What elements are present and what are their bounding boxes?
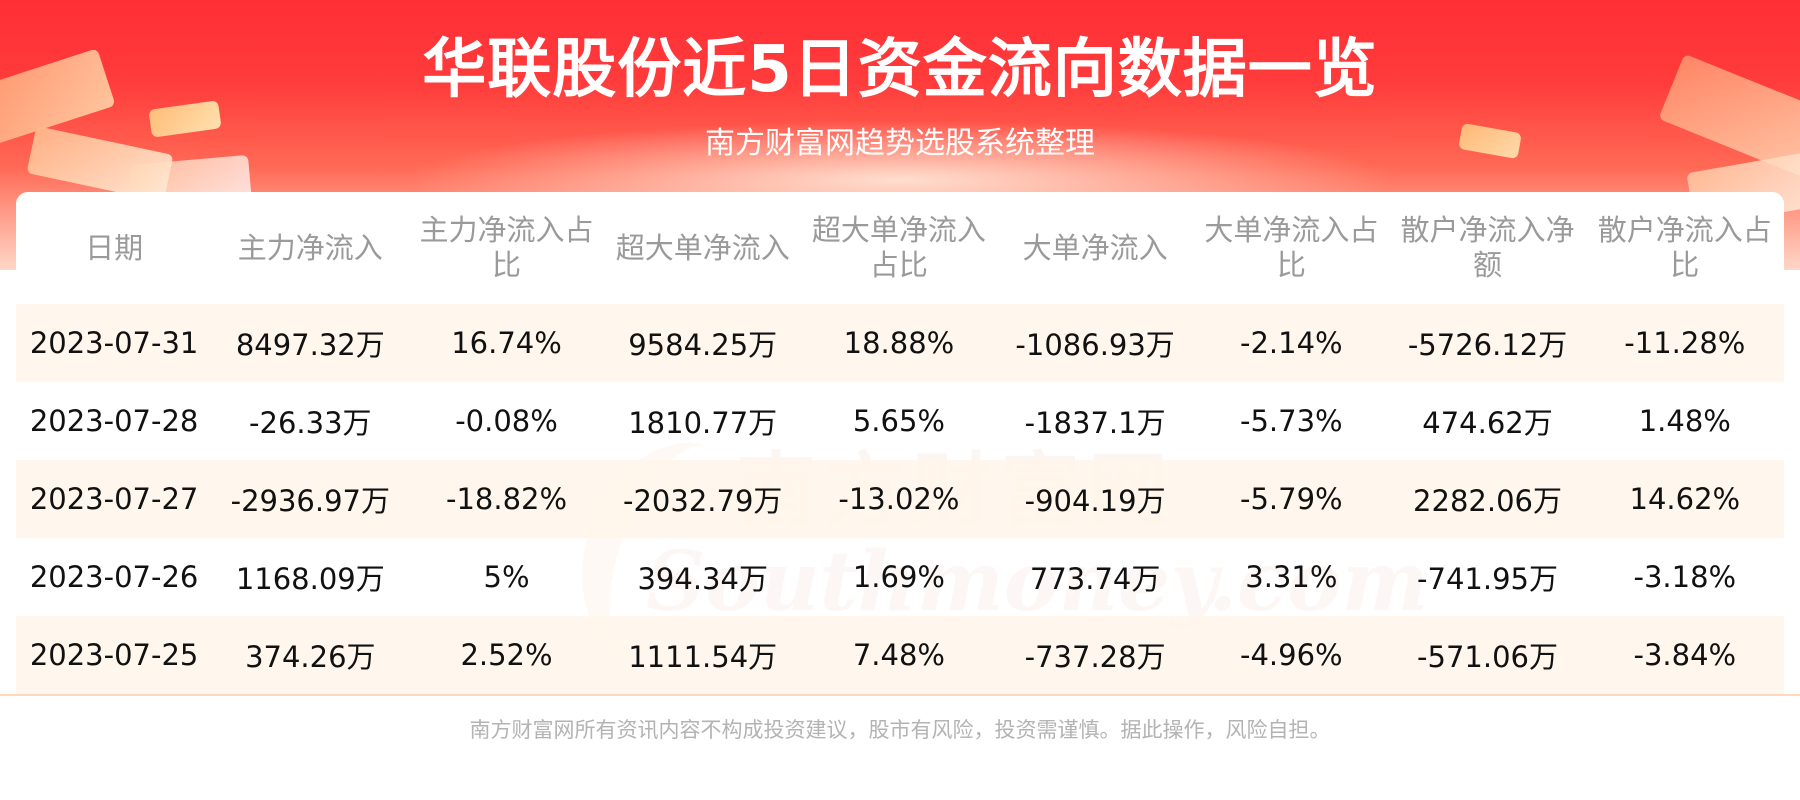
page-title: 华联股份近5日资金流向数据一览 [422, 33, 1378, 107]
table-row: 2023-07-28 -26.33万 -0.08% 1810.77万 5.65%… [16, 382, 1784, 460]
risk-disclaimer: 南方财富网所有资讯内容不构成投资建议，股市有风险，投资需谨慎。据此操作，风险自担… [469, 718, 1331, 742]
cell-main-net-inflow: 8497.32万 [212, 304, 409, 382]
footer-divider [0, 694, 1800, 696]
cell-super-large-net-inflow: 1810.77万 [604, 382, 801, 460]
cell-super-large-net-inflow-ratio: 18.88% [800, 304, 998, 382]
cell-retail-net-inflow-ratio: -3.18% [1585, 538, 1784, 616]
cell-main-net-inflow-ratio: -0.08% [408, 382, 605, 460]
cell-main-net-inflow: 374.26万 [212, 616, 409, 694]
cell-retail-net-inflow: -5726.12万 [1389, 304, 1586, 382]
cell-super-large-net-inflow-ratio: 1.69% [800, 538, 998, 616]
cell-super-large-net-inflow: 9584.25万 [604, 304, 801, 382]
col-header-main-net-inflow-ratio: 主力净流入占比 [419, 213, 594, 282]
cell-retail-net-inflow: -571.06万 [1389, 616, 1586, 694]
cell-large-net-inflow: -904.19万 [997, 460, 1194, 538]
cell-retail-net-inflow: -741.95万 [1389, 538, 1586, 616]
col-header-retail-net-inflow: 散户净流入净额 [1400, 213, 1575, 282]
cell-main-net-inflow: -2936.97万 [212, 460, 409, 538]
cell-main-net-inflow-ratio: 16.74% [408, 304, 605, 382]
cell-large-net-inflow-ratio: -5.73% [1193, 382, 1390, 460]
col-header-super-large-net-inflow: 超大单净流入 [615, 230, 790, 265]
col-header-large-net-inflow: 大单净流入 [1022, 230, 1168, 265]
cell-large-net-inflow-ratio: -4.96% [1193, 616, 1390, 694]
cell-retail-net-inflow: 2282.06万 [1389, 460, 1586, 538]
cell-super-large-net-inflow: 394.34万 [604, 538, 801, 616]
table-header-row: 日期 主力净流入 主力净流入占比 超大单净流入 超大单净流入占比 大单净流入 大… [16, 192, 1784, 304]
col-header-main-net-inflow: 主力净流入 [237, 230, 383, 265]
cell-large-net-inflow-ratio: -5.79% [1193, 460, 1390, 538]
table-row: 2023-07-27 -2936.97万 -18.82% -2032.79万 -… [16, 460, 1784, 538]
col-header-super-large-net-inflow-ratio: 超大单净流入占比 [811, 213, 986, 282]
col-header-date: 日期 [85, 230, 144, 265]
page-subtitle: 南方财富网趋势选股系统整理 [705, 126, 1095, 161]
cell-retail-net-inflow-ratio: -3.84% [1585, 616, 1784, 694]
table-row: 2023-07-26 1168.09万 5% 394.34万 1.69% 773… [16, 538, 1784, 616]
cell-date: 2023-07-27 [16, 460, 213, 538]
cell-large-net-inflow: -1837.1万 [997, 382, 1194, 460]
cell-main-net-inflow: 1168.09万 [212, 538, 409, 616]
cell-super-large-net-inflow-ratio: 5.65% [800, 382, 998, 460]
col-header-large-net-inflow-ratio: 大单净流入占比 [1204, 213, 1379, 282]
cell-large-net-inflow-ratio: -2.14% [1193, 304, 1390, 382]
cell-date: 2023-07-25 [16, 616, 213, 694]
cell-date: 2023-07-26 [16, 538, 213, 616]
cell-retail-net-inflow-ratio: -11.28% [1585, 304, 1784, 382]
table-panel: 南方财富网 Southmoney.com 日期 主力净流入 主力净流入占比 超大… [16, 192, 1784, 695]
cell-date: 2023-07-31 [16, 304, 213, 382]
cell-retail-net-inflow-ratio: 1.48% [1585, 382, 1784, 460]
cell-large-net-inflow-ratio: 3.31% [1193, 538, 1390, 616]
cell-main-net-inflow: -26.33万 [212, 382, 409, 460]
cell-main-net-inflow-ratio: 5% [408, 538, 605, 616]
cell-large-net-inflow: -737.28万 [997, 616, 1194, 694]
table-row: 2023-07-25 374.26万 2.52% 1111.54万 7.48% … [16, 616, 1784, 694]
cell-main-net-inflow-ratio: 2.52% [408, 616, 605, 694]
cell-date: 2023-07-28 [16, 382, 213, 460]
cell-main-net-inflow-ratio: -18.82% [408, 460, 605, 538]
fund-flow-table: 日期 主力净流入 主力净流入占比 超大单净流入 超大单净流入占比 大单净流入 大… [16, 192, 1784, 694]
cell-large-net-inflow: 773.74万 [997, 538, 1194, 616]
cell-large-net-inflow: -1086.93万 [997, 304, 1194, 382]
cell-retail-net-inflow-ratio: 14.62% [1585, 460, 1784, 538]
table-row: 2023-07-31 8497.32万 16.74% 9584.25万 18.8… [16, 304, 1784, 382]
cell-retail-net-inflow: 474.62万 [1389, 382, 1586, 460]
cell-super-large-net-inflow-ratio: -13.02% [800, 460, 998, 538]
cell-super-large-net-inflow: 1111.54万 [604, 616, 801, 694]
cell-super-large-net-inflow: -2032.79万 [604, 460, 801, 538]
cell-super-large-net-inflow-ratio: 7.48% [800, 616, 998, 694]
col-header-retail-net-inflow-ratio: 散户净流入占比 [1597, 213, 1772, 282]
